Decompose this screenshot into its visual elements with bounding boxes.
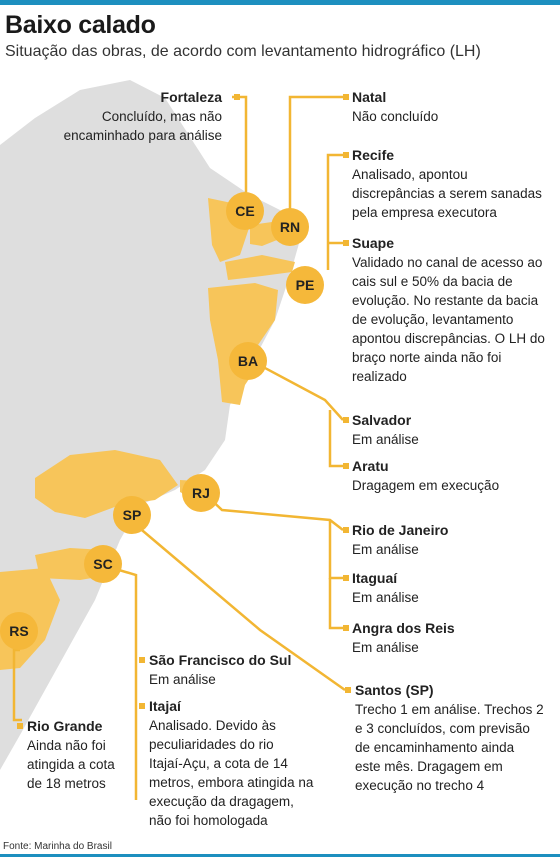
bullet-aratu — [343, 463, 349, 469]
port-name: Recife — [352, 147, 395, 163]
page-subtitle: Situação das obras, de acordo com levant… — [5, 43, 481, 60]
state-badge-pe: PE — [286, 266, 324, 304]
leader-lines — [12, 95, 346, 800]
state-badge-sc: SC — [84, 545, 122, 583]
port-name: Itajaí — [149, 698, 181, 714]
leader-santos — [129, 519, 346, 692]
state-badge-ce: CE — [226, 192, 264, 230]
state-badge-rj: RJ — [182, 474, 220, 512]
state-badge-rn: RN — [271, 208, 309, 246]
top-accent-bar — [0, 0, 560, 5]
bullet-sfs — [139, 657, 145, 663]
bullet-salvador — [343, 417, 349, 423]
port-status: Trecho 1 em análise. Trechos 2 e 3 concl… — [355, 702, 544, 793]
bullet-rio — [343, 527, 349, 533]
port-status: Em análise — [352, 640, 419, 655]
leader-recife — [326, 153, 343, 270]
port-name: Natal — [352, 89, 387, 105]
label-natal: Natal Não concluído — [352, 88, 552, 126]
port-status: Ainda não foi atingida a cota de 18 metr… — [27, 738, 115, 791]
leader-salvador — [249, 358, 344, 421]
label-itajai: Itajaí Analisado. Devido às peculiaridad… — [149, 697, 339, 830]
port-name: Itaguaí — [352, 570, 398, 586]
port-status: Validado no canal de acesso ao cais sul … — [352, 255, 545, 384]
state-pe-shape — [225, 255, 295, 280]
port-name: Santos (SP) — [355, 682, 434, 698]
bullet-natal — [343, 94, 349, 100]
label-itaguai: Itaguaí Em análise — [352, 569, 557, 607]
bullet-fortaleza — [234, 94, 240, 100]
bullet-suape — [343, 240, 349, 246]
bullet-itajai — [139, 703, 145, 709]
bullet-recife — [343, 152, 349, 158]
page-title: Baixo calado — [5, 11, 156, 39]
source-credit: Fonte: Marinha do Brasil — [3, 841, 112, 852]
port-status: Em análise — [352, 432, 419, 447]
port-status: Não concluído — [352, 109, 439, 124]
label-santos: Santos (SP) Trecho 1 em análise. Trechos… — [355, 681, 557, 795]
bullet-santos — [345, 687, 351, 693]
label-recife: Recife Analisado, apontou discrepâncias … — [352, 146, 557, 222]
port-name: Rio Grande — [27, 718, 103, 734]
state-badge-rs: RS — [0, 612, 38, 650]
port-status: Analisado, apontou discrepâncias a serem… — [352, 167, 542, 220]
state-badge-sp: SP — [113, 496, 151, 534]
port-status: Em análise — [352, 590, 419, 605]
label-fortaleza: Fortaleza Concluído, mas não encaminhado… — [22, 88, 222, 145]
port-status: Analisado. Devido às peculiaridades do r… — [149, 718, 314, 828]
port-name: Rio de Janeiro — [352, 522, 449, 538]
port-status: Em análise — [149, 672, 216, 687]
port-status: Dragagem em execução — [352, 478, 500, 493]
leader-angra — [328, 578, 343, 630]
leader-rio — [203, 492, 344, 531]
label-salvador: Salvador Em análise — [352, 411, 557, 449]
label-riogrande: Rio Grande Ainda não foi atingida a cota… — [27, 717, 137, 793]
leader-riogrande — [12, 648, 22, 722]
port-name: Salvador — [352, 412, 412, 428]
bullet-riogrande — [17, 723, 23, 729]
bullet-itaguai — [343, 575, 349, 581]
port-name: Suape — [352, 235, 395, 251]
port-name: Aratu — [352, 458, 389, 474]
state-badge-ba: BA — [229, 342, 267, 380]
leader-natal — [288, 95, 343, 210]
bottom-accent-bar — [0, 854, 560, 857]
port-name: São Francisco do Sul — [149, 652, 292, 668]
port-status: Em análise — [352, 542, 419, 557]
port-name: Angra dos Reis — [352, 620, 455, 636]
bullet-angra — [343, 625, 349, 631]
label-angra: Angra dos Reis Em análise — [352, 619, 557, 657]
label-rio: Rio de Janeiro Em análise — [352, 521, 557, 559]
label-aratu: Aratu Dragagem em execução — [352, 457, 557, 495]
port-name: Fortaleza — [160, 89, 222, 105]
label-suape: Suape Validado no canal de acesso ao cai… — [352, 234, 557, 386]
leader-aratu — [328, 410, 343, 468]
port-status: Concluído, mas não encaminhado para anál… — [63, 109, 222, 143]
label-sfs: São Francisco do Sul Em análise — [149, 651, 349, 689]
